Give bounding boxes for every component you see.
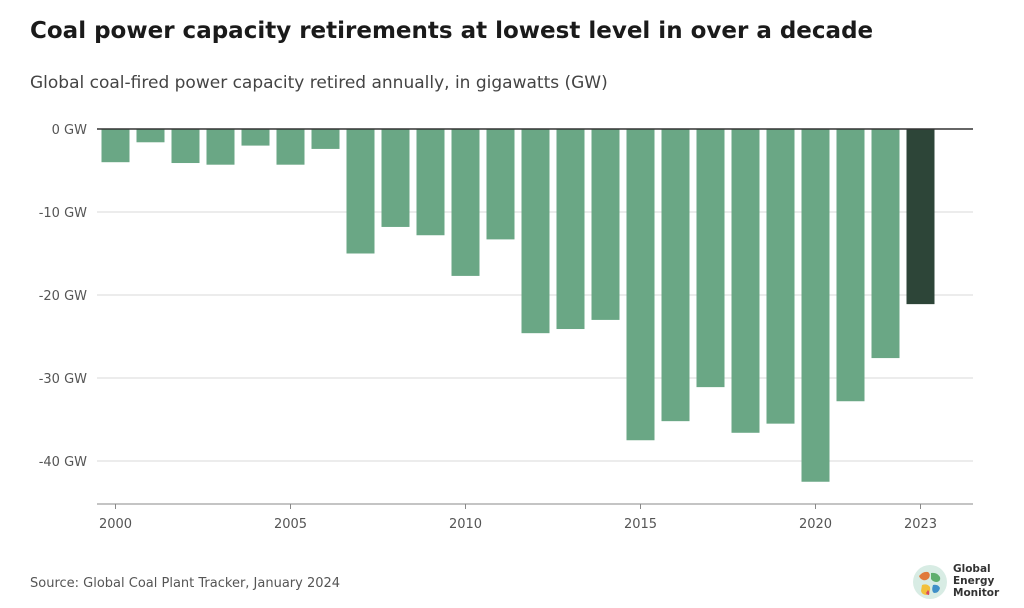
- x-tick-label: 2000: [99, 517, 132, 532]
- y-tick-label: -40 GW: [39, 455, 87, 470]
- bar-2010: [451, 129, 480, 276]
- bar-chart: 0 GW -10 GW -20 GW -30 GW -40 GW 2000 2005 2010…: [39, 123, 973, 532]
- logo-wordmark: Global Energy Monitor: [953, 563, 1000, 599]
- bar-2023: [906, 129, 935, 305]
- y-tick-label: -10 GW: [39, 206, 87, 221]
- bar-2008: [381, 129, 410, 227]
- bar-2003: [206, 129, 235, 165]
- chart-title: Coal power capacity retirements at lowes…: [30, 18, 874, 44]
- bar-2006: [311, 129, 340, 149]
- x-tick-label: 2023: [904, 517, 937, 532]
- bar-2009: [416, 129, 445, 236]
- y-tick-label: -30 GW: [39, 372, 87, 387]
- bar-2016: [661, 129, 690, 422]
- x-tick-label: 2010: [449, 517, 482, 532]
- bar-2004: [241, 129, 270, 146]
- bar-2011: [486, 129, 515, 240]
- bar-2014: [591, 129, 620, 320]
- globe-icon: [913, 565, 947, 599]
- x-tick-label: 2005: [274, 517, 307, 532]
- bar-2005: [276, 129, 305, 165]
- bar-2017: [696, 129, 725, 388]
- bar-2000: [101, 129, 130, 163]
- bar-2015: [626, 129, 655, 441]
- source-note: Source: Global Coal Plant Tracker, Janua…: [30, 576, 341, 591]
- publisher-logo: Global Energy Monitor: [909, 560, 1019, 604]
- bar-2001: [136, 129, 165, 143]
- bar-2007: [346, 129, 375, 254]
- bar-2013: [556, 129, 585, 330]
- chart-subtitle: Global coal-fired power capacity retired…: [30, 73, 608, 93]
- y-tick-label: 0 GW: [52, 123, 87, 138]
- bar-2022: [871, 129, 900, 359]
- bar-2012: [521, 129, 550, 334]
- y-tick-label: -20 GW: [39, 289, 87, 304]
- x-tick-label: 2015: [624, 517, 657, 532]
- bar-2019: [766, 129, 795, 424]
- bar-2002: [171, 129, 200, 164]
- bar-2021: [836, 129, 865, 402]
- bar-2018: [731, 129, 760, 433]
- bar-2020: [801, 129, 830, 482]
- x-tick-label: 2020: [799, 517, 832, 532]
